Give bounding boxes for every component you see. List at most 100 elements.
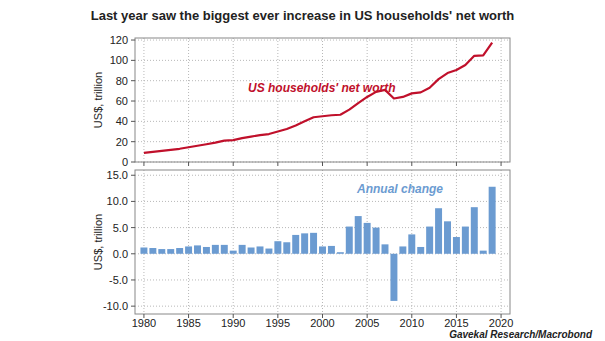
grid-line-x bbox=[322, 170, 323, 314]
bar bbox=[167, 249, 174, 254]
bar bbox=[149, 248, 156, 254]
chart-title: Last year saw the biggest ever increase … bbox=[91, 8, 515, 23]
plot-marks bbox=[140, 187, 495, 301]
bar bbox=[444, 221, 451, 253]
x-tick-label: 2010 bbox=[400, 317, 424, 329]
grid-line-y bbox=[135, 60, 510, 61]
x-tick bbox=[143, 162, 144, 166]
y-tick-label: 15.0 bbox=[107, 169, 128, 181]
bar bbox=[158, 249, 165, 254]
y-tick-label: -10.0 bbox=[103, 300, 128, 312]
bar bbox=[230, 251, 237, 254]
bar bbox=[194, 245, 201, 253]
y-tick bbox=[131, 121, 135, 122]
grid-line-x bbox=[233, 170, 234, 314]
y-tick bbox=[131, 40, 135, 41]
bar bbox=[373, 228, 380, 254]
y-tick bbox=[131, 60, 135, 61]
bar bbox=[203, 247, 210, 254]
series-line bbox=[144, 43, 492, 153]
grid-line-y bbox=[135, 201, 510, 202]
plot-frame bbox=[135, 170, 510, 314]
y-tick bbox=[131, 175, 135, 176]
bar bbox=[346, 227, 353, 254]
chart-svg: Last year saw the biggest ever increase … bbox=[0, 0, 605, 341]
bar bbox=[489, 187, 496, 254]
y-tick-label: 10.0 bbox=[107, 195, 128, 207]
bar bbox=[364, 223, 371, 254]
grid-line-x bbox=[277, 38, 278, 162]
grid-line-x bbox=[456, 38, 457, 162]
x-tick-label: 1980 bbox=[132, 317, 156, 329]
x-tick-label: 2015 bbox=[444, 317, 468, 329]
series-label: US households' net worth bbox=[248, 81, 396, 95]
x-tick-label: 1995 bbox=[266, 317, 290, 329]
y-axis-label: US$, trillion bbox=[92, 214, 104, 270]
y-axis-label: US$, trillion bbox=[92, 72, 104, 128]
bar bbox=[319, 246, 326, 253]
plot-frame bbox=[135, 38, 510, 162]
series-label: Annual change bbox=[356, 182, 443, 196]
grid-line-x bbox=[367, 38, 368, 162]
grid-line-x bbox=[188, 170, 189, 314]
bar bbox=[221, 245, 228, 254]
bar bbox=[426, 227, 433, 254]
x-tick bbox=[188, 162, 189, 166]
x-tick bbox=[411, 162, 412, 166]
bar bbox=[257, 246, 264, 253]
bar bbox=[462, 227, 469, 254]
y-tick-label: 80 bbox=[116, 75, 128, 87]
x-tick-label: 2005 bbox=[355, 317, 379, 329]
bar bbox=[292, 235, 299, 254]
x-tick bbox=[233, 162, 234, 166]
bar bbox=[417, 247, 424, 254]
x-tick-label: 2020 bbox=[489, 317, 513, 329]
y-tick-label: 60 bbox=[116, 95, 128, 107]
y-tick bbox=[131, 227, 135, 228]
bar bbox=[301, 233, 308, 253]
grid-line-y bbox=[135, 40, 510, 41]
bar bbox=[265, 249, 272, 254]
y-tick-label: -5.0 bbox=[109, 274, 128, 286]
bar bbox=[310, 233, 317, 254]
bar bbox=[274, 241, 281, 254]
bar bbox=[328, 246, 335, 254]
x-tick-label: 1990 bbox=[221, 317, 245, 329]
y-tick-label: 40 bbox=[116, 115, 128, 127]
grid-line-x bbox=[143, 170, 144, 314]
x-tick bbox=[322, 162, 323, 166]
y-tick-label: 0 bbox=[122, 156, 128, 168]
grid-line-y bbox=[135, 175, 510, 176]
grid-line-x bbox=[501, 170, 502, 314]
x-tick-label: 2000 bbox=[310, 317, 334, 329]
bar bbox=[399, 246, 406, 253]
x-tick-label: 1985 bbox=[176, 317, 200, 329]
bar bbox=[390, 254, 397, 301]
bar bbox=[453, 237, 460, 254]
grid-line-x bbox=[501, 38, 502, 162]
bar bbox=[239, 245, 246, 254]
grid-line-x bbox=[143, 38, 144, 162]
grid-line-x bbox=[411, 38, 412, 162]
x-tick bbox=[456, 162, 457, 166]
bar bbox=[480, 251, 487, 254]
y-tick bbox=[131, 141, 135, 142]
bar bbox=[471, 207, 478, 254]
bar bbox=[355, 216, 362, 254]
bar bbox=[212, 245, 219, 254]
grid-line-x bbox=[233, 38, 234, 162]
chart-container: Last year saw the biggest ever increase … bbox=[0, 0, 605, 341]
bar bbox=[382, 244, 389, 253]
x-tick bbox=[277, 162, 278, 166]
x-tick bbox=[367, 162, 368, 166]
bar bbox=[408, 234, 415, 253]
y-tick bbox=[131, 306, 135, 307]
bar bbox=[140, 247, 147, 253]
bar bbox=[176, 248, 183, 254]
grid-line-y bbox=[135, 121, 510, 122]
y-tick bbox=[131, 162, 135, 163]
y-tick bbox=[131, 253, 135, 254]
y-tick-label: 5.0 bbox=[113, 222, 128, 234]
y-tick bbox=[131, 80, 135, 81]
grid-line-x bbox=[322, 38, 323, 162]
